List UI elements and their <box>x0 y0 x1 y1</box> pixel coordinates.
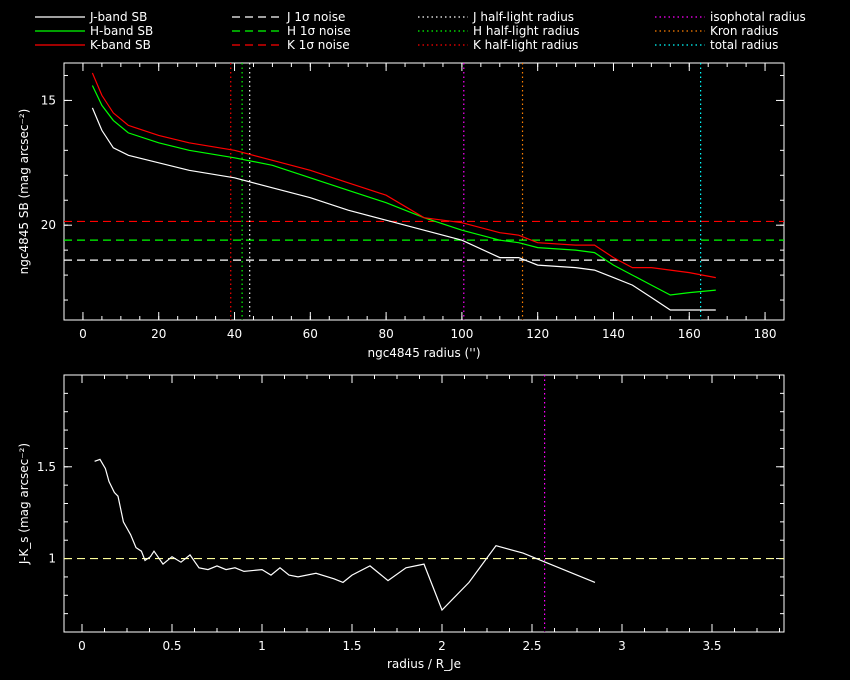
series-line <box>91 85 716 296</box>
x-tick-label: 0.5 <box>162 639 181 653</box>
legend-label: K half-light radius <box>473 38 578 52</box>
legend-label: J 1σ noise <box>286 10 345 24</box>
legend-label: H 1σ noise <box>287 24 351 38</box>
x-tick-label: 180 <box>754 327 777 341</box>
y-tick-label: 20 <box>41 218 56 232</box>
series-line <box>91 107 716 311</box>
plot-frame <box>63 374 785 633</box>
y-axis-label: ngc4845 SB (mag arcsec⁻²) <box>17 109 31 275</box>
x-tick-label: 100 <box>450 327 473 341</box>
plot-area <box>64 63 784 320</box>
x-tick-label: 0 <box>79 327 87 341</box>
x-tick-label: 2 <box>438 639 446 653</box>
legend-label: K-band SB <box>90 38 151 52</box>
legend-item: J 1σ noise <box>232 10 345 24</box>
legend-item: K-band SB <box>35 38 151 52</box>
x-tick-label: 1 <box>258 639 266 653</box>
plot-area <box>64 375 784 632</box>
legend-label: total radius <box>710 38 778 52</box>
x-tick-label: 140 <box>602 327 625 341</box>
x-tick-label: 2.5 <box>522 639 541 653</box>
x-axis-label: ngc4845 radius ('') <box>367 346 480 360</box>
legend-item: J half-light radius <box>418 10 574 24</box>
legend-item: H-band SB <box>35 24 153 38</box>
x-tick-label: 120 <box>526 327 549 341</box>
x-tick-label: 40 <box>227 327 242 341</box>
legend-item: K half-light radius <box>418 38 578 52</box>
legend-item: total radius <box>655 38 778 52</box>
legend-label: isophotal radius <box>710 10 806 24</box>
y-tick-label: 1 <box>48 552 56 566</box>
legend-item: K 1σ noise <box>232 38 350 52</box>
legend-label: J half-light radius <box>472 10 574 24</box>
x-tick-label: 3.5 <box>702 639 721 653</box>
x-tick-label: 20 <box>151 327 166 341</box>
y-tick-label: 1.5 <box>37 460 56 474</box>
legend-label: K 1σ noise <box>287 38 350 52</box>
legend-label: H half-light radius <box>473 24 580 38</box>
color-profile-panel: 0 0.5 1 1.5 2 2.5 3 3.5 1 1.5 radius / R_Je J-K_s (… <box>17 374 785 671</box>
series-line <box>91 72 716 279</box>
x-tick-label: 60 <box>303 327 318 341</box>
legend-item: H 1σ noise <box>232 24 351 38</box>
legend-item: Kron radius <box>655 24 778 38</box>
legend-label: H-band SB <box>90 24 153 38</box>
legend-item: isophotal radius <box>655 10 806 24</box>
x-axis-label: radius / R_Je <box>387 657 461 671</box>
surface-brightness-panel: 0 20 40 60 80 100 120 140 160 180 15 20 ngc4845 radi… <box>17 62 785 360</box>
x-tick-label: 1.5 <box>342 639 361 653</box>
x-tick-label: 3 <box>618 639 626 653</box>
y-axis-label: J-K_s (mag arcsec⁻²) <box>17 443 31 565</box>
series-line <box>94 458 596 612</box>
x-tick-label: 80 <box>378 327 393 341</box>
y-tick-label: 15 <box>41 93 56 107</box>
legend-label: J-band SB <box>89 10 147 24</box>
legend-item: H half-light radius <box>418 24 580 38</box>
legend-item: J-band SB <box>35 10 147 24</box>
legend-label: Kron radius <box>710 24 778 38</box>
x-tick-label: 160 <box>678 327 701 341</box>
plot-frame <box>63 62 785 321</box>
x-tick-label: 0 <box>78 639 86 653</box>
